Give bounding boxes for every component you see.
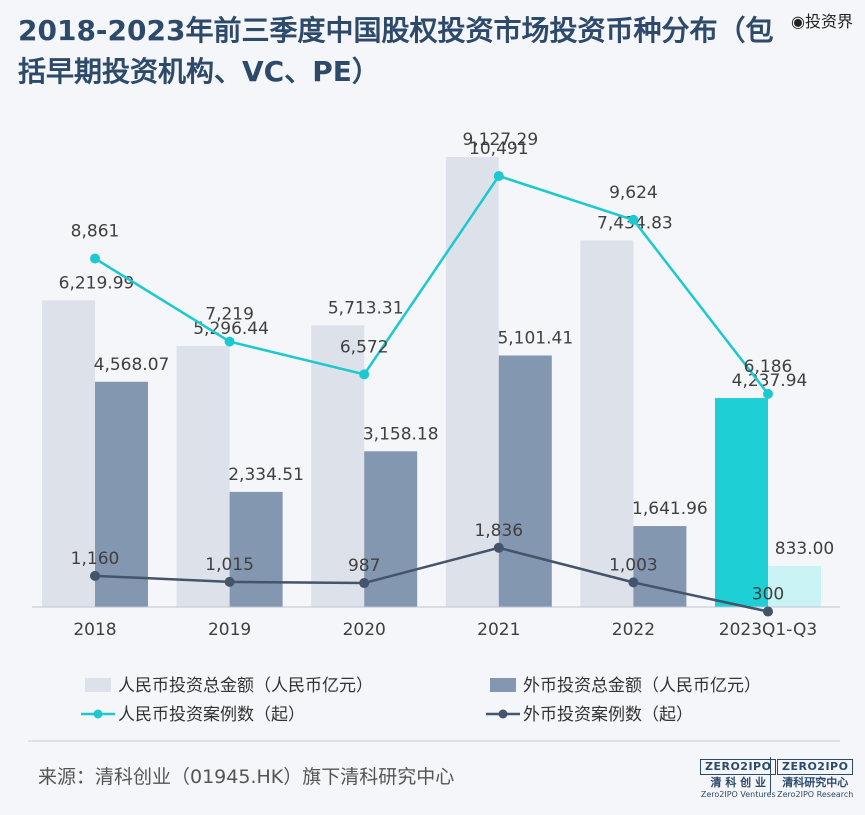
rmb-count-label: 7,219 xyxy=(205,305,254,325)
rmb-count-point xyxy=(628,214,639,225)
foreign-amount-label: 1,641.96 xyxy=(632,499,708,519)
rmb-amount-label: 6,219.99 xyxy=(59,273,135,293)
foreign-count-label: 987 xyxy=(348,556,380,576)
foreign-amount-label: 833.00 xyxy=(775,539,834,559)
foreign-amount-bar xyxy=(498,355,552,607)
x-tick-label: 2019 xyxy=(208,620,251,640)
foreign-amount-label: 5,101.41 xyxy=(497,328,573,348)
rmb-amount-label: 9,127.29 xyxy=(462,130,538,150)
rmb-amount-bar xyxy=(715,398,768,607)
chart-title: 2018-2023年前三季度中国股权投资市场投资币种分布（包括早期投资机构、VC… xyxy=(18,14,774,88)
x-tick-label: 2020 xyxy=(343,620,386,640)
foreign-count-label: 1,836 xyxy=(474,521,523,541)
foreign-count-label: 1,015 xyxy=(205,555,254,575)
rmb-count-point xyxy=(763,388,773,399)
rmb-amount-bar xyxy=(42,300,95,607)
legend-label: 人民币投资总金额（人民币亿元） xyxy=(118,676,373,696)
x-tick-label: 2018 xyxy=(73,620,116,640)
legend-marker xyxy=(93,709,103,719)
foreign-amount-bar xyxy=(95,381,148,607)
foreign-count-point xyxy=(224,576,235,587)
rmb-amount-label: 4,237.94 xyxy=(732,371,808,391)
source-note: 来源：清科创业（01945.HK）旗下清科研究中心 xyxy=(38,766,455,788)
rmb-count-label: 8,861 xyxy=(71,222,120,242)
foreign-count-point xyxy=(359,578,370,589)
foreign-amount-label: 3,158.18 xyxy=(363,424,439,444)
rmb-count-label: 6,186 xyxy=(744,357,793,377)
foreign-count-point xyxy=(763,606,773,617)
rmb-count-point xyxy=(224,336,235,347)
rmb-amount-bar xyxy=(580,240,634,607)
rmb-amount-label: 5,296.44 xyxy=(193,319,269,339)
foreign-count-label: 300 xyxy=(752,585,784,605)
foreign-amount-label: 2,334.51 xyxy=(228,465,304,485)
foreign-amount-bar xyxy=(364,451,418,607)
foreign-count-point xyxy=(493,542,504,553)
x-tick-label: 2023Q1-Q3 xyxy=(719,620,817,640)
rmb-amount-bar xyxy=(445,157,499,607)
rmb-count-label: 6,572 xyxy=(340,337,389,357)
rmb-count-point xyxy=(359,369,370,380)
logo-divider xyxy=(770,757,771,793)
rmb-count-label: 10,491 xyxy=(469,139,528,159)
zero2ipo-ventures-logo: ZERO2IPO 清 科 创 业 Zero2IPO Ventures xyxy=(700,755,777,800)
rmb-count-point xyxy=(493,171,504,181)
zero2ipo-research-logo: ZERO2IPO 清科研究中心 Zero2IPO Research xyxy=(777,755,854,800)
foreign-count-point xyxy=(90,570,100,581)
foreign-amount-label: 4,568.07 xyxy=(94,355,170,375)
rmb-count-label: 9,624 xyxy=(609,183,658,203)
logo-box-text: ZERO2IPO xyxy=(700,759,777,775)
rmb-count-point xyxy=(90,253,100,264)
legend-label: 人民币投资案例数（起） xyxy=(118,705,305,725)
logo-en-text: Zero2IPO Research xyxy=(777,790,854,799)
watermark-logo: ◉投资界 xyxy=(791,12,853,31)
foreign-amount-bar xyxy=(768,565,821,607)
rmb-amount-bar xyxy=(176,345,230,607)
foreign-count-point xyxy=(628,577,639,588)
foreign-count-label: 1,003 xyxy=(609,555,658,575)
rmb-count-line xyxy=(94,174,769,395)
legend-label: 外币投资总金额（人民币亿元） xyxy=(523,676,761,696)
logo-box-text: ZERO2IPO xyxy=(777,759,854,775)
x-tick-label: 2022 xyxy=(612,620,655,640)
logo-cn-text: 清科研究中心 xyxy=(782,776,849,789)
foreign-amount-bar xyxy=(633,526,687,607)
foreign-count-label: 1,160 xyxy=(71,549,120,569)
foreign-amount-bar xyxy=(229,491,283,607)
foreign-count-line xyxy=(94,546,769,613)
rmb-amount-label: 5,713.31 xyxy=(328,298,404,318)
legend-marker xyxy=(498,709,508,719)
legend-label: 外币投资案例数（起） xyxy=(523,705,693,725)
legend-swatch xyxy=(490,678,516,692)
x-tick-label: 2021 xyxy=(477,620,520,640)
logo-en-text: Zero2IPO Ventures xyxy=(700,790,776,799)
logo-cn-text: 清 科 创 业 xyxy=(710,776,766,789)
legend-swatch xyxy=(85,678,111,692)
